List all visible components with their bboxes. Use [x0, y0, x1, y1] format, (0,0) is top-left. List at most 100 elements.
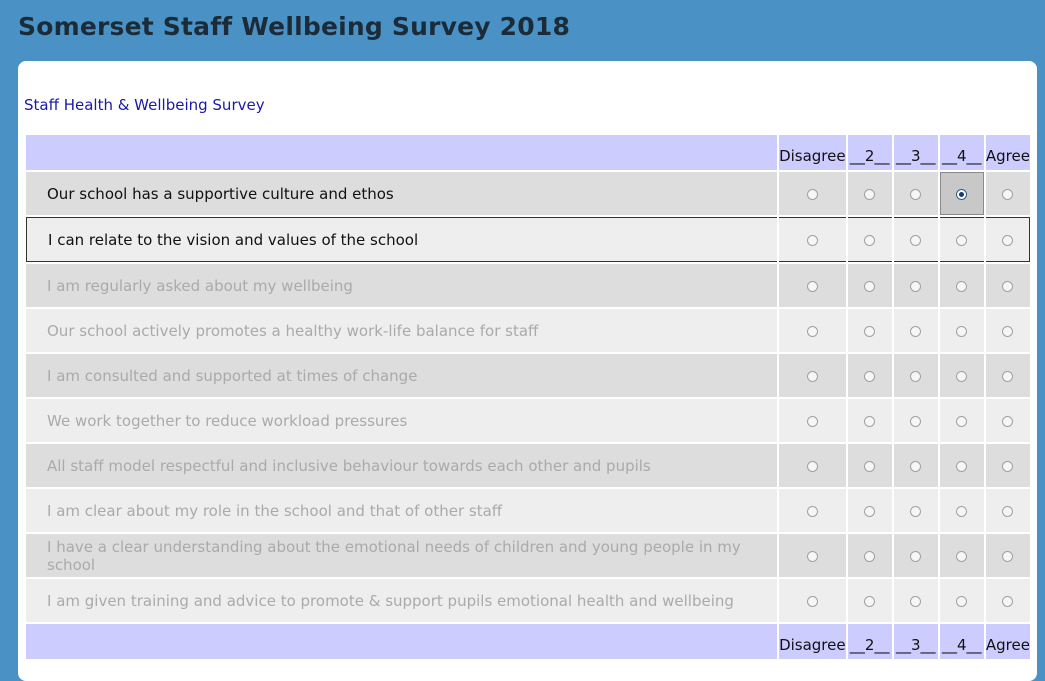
answer-radio[interactable] — [864, 460, 876, 472]
answer-cell[interactable] — [985, 309, 1030, 352]
answer-cell[interactable] — [939, 172, 984, 215]
answer-cell[interactable] — [985, 534, 1030, 577]
answer-radio[interactable] — [910, 325, 922, 337]
answer-cell[interactable] — [939, 354, 984, 397]
answer-radio[interactable] — [806, 234, 818, 246]
answer-cell[interactable] — [893, 534, 938, 577]
answer-radio[interactable] — [806, 280, 818, 292]
answer-radio[interactable] — [956, 595, 968, 607]
answer-cell[interactable] — [985, 172, 1030, 215]
answer-cell[interactable] — [847, 309, 892, 352]
answer-radio[interactable] — [864, 505, 876, 517]
answer-cell[interactable] — [985, 354, 1030, 397]
answer-cell[interactable] — [939, 489, 984, 532]
answer-radio[interactable] — [864, 550, 876, 562]
answer-radio[interactable] — [910, 595, 922, 607]
answer-radio[interactable] — [864, 234, 876, 246]
answer-cell[interactable] — [847, 534, 892, 577]
answer-cell[interactable] — [847, 264, 892, 307]
answer-radio[interactable] — [1002, 550, 1014, 562]
answer-radio[interactable] — [910, 505, 922, 517]
answer-cell[interactable] — [847, 399, 892, 442]
answer-radio[interactable] — [910, 370, 922, 382]
answer-radio[interactable] — [806, 188, 818, 200]
answer-radio[interactable] — [956, 325, 968, 337]
answer-cell[interactable] — [985, 579, 1030, 622]
answer-cell[interactable] — [939, 309, 984, 352]
answer-cell[interactable] — [779, 444, 846, 487]
answer-cell[interactable] — [893, 579, 938, 622]
answer-radio[interactable] — [864, 595, 876, 607]
answer-radio[interactable] — [864, 280, 876, 292]
answer-cell[interactable] — [779, 172, 846, 215]
answer-radio[interactable] — [1002, 325, 1014, 337]
answer-cell[interactable] — [847, 217, 892, 262]
answer-cell[interactable] — [779, 217, 846, 262]
answer-radio[interactable] — [806, 460, 818, 472]
answer-radio[interactable] — [864, 370, 876, 382]
answer-cell[interactable] — [939, 444, 984, 487]
answer-radio[interactable] — [1002, 280, 1014, 292]
answer-radio[interactable] — [806, 370, 818, 382]
answer-radio[interactable] — [956, 370, 968, 382]
answer-radio[interactable] — [1002, 595, 1014, 607]
answer-radio[interactable] — [910, 415, 922, 427]
answer-radio[interactable] — [956, 550, 968, 562]
answer-radio[interactable] — [956, 415, 968, 427]
answer-cell[interactable] — [893, 489, 938, 532]
answer-radio[interactable] — [1002, 415, 1014, 427]
answer-cell[interactable] — [893, 354, 938, 397]
answer-cell[interactable] — [847, 444, 892, 487]
answer-cell[interactable] — [939, 579, 984, 622]
answer-radio[interactable] — [910, 234, 922, 246]
answer-cell[interactable] — [939, 264, 984, 307]
answer-cell[interactable] — [985, 264, 1030, 307]
answer-radio[interactable] — [1002, 460, 1014, 472]
answer-cell[interactable] — [893, 172, 938, 215]
answer-radio[interactable] — [806, 550, 818, 562]
answer-cell[interactable] — [779, 489, 846, 532]
answer-cell[interactable] — [779, 354, 846, 397]
answer-cell[interactable] — [779, 399, 846, 442]
answer-cell[interactable] — [847, 172, 892, 215]
answer-radio[interactable] — [1001, 234, 1013, 246]
answer-radio[interactable] — [1002, 370, 1014, 382]
answer-cell[interactable] — [893, 399, 938, 442]
answer-radio[interactable] — [956, 280, 968, 292]
answer-radio[interactable] — [864, 415, 876, 427]
answer-radio[interactable] — [956, 188, 968, 200]
answer-cell[interactable] — [779, 309, 846, 352]
answer-cell[interactable] — [939, 534, 984, 577]
answer-cell[interactable] — [847, 579, 892, 622]
answer-radio[interactable] — [1002, 505, 1014, 517]
answer-cell[interactable] — [985, 444, 1030, 487]
answer-cell[interactable] — [893, 264, 938, 307]
answer-cell[interactable] — [779, 534, 846, 577]
answer-cell[interactable] — [985, 399, 1030, 442]
answer-radio[interactable] — [864, 188, 876, 200]
answer-radio[interactable] — [956, 234, 968, 246]
answer-radio[interactable] — [806, 325, 818, 337]
answer-radio[interactable] — [1002, 188, 1014, 200]
answer-radio[interactable] — [806, 415, 818, 427]
answer-cell[interactable] — [985, 489, 1030, 532]
answer-cell[interactable] — [779, 579, 846, 622]
answer-radio[interactable] — [910, 188, 922, 200]
answer-cell[interactable] — [847, 489, 892, 532]
answer-cell[interactable] — [893, 444, 938, 487]
answer-radio[interactable] — [910, 280, 922, 292]
answer-radio[interactable] — [956, 460, 968, 472]
answer-cell[interactable] — [985, 217, 1030, 262]
answer-radio[interactable] — [806, 595, 818, 607]
answer-radio[interactable] — [864, 325, 876, 337]
answer-cell[interactable] — [779, 264, 846, 307]
answer-cell[interactable] — [893, 217, 938, 262]
answer-cell[interactable] — [939, 217, 984, 262]
answer-cell[interactable] — [939, 399, 984, 442]
answer-radio[interactable] — [910, 550, 922, 562]
answer-radio[interactable] — [956, 505, 968, 517]
answer-radio[interactable] — [806, 505, 818, 517]
answer-radio[interactable] — [910, 460, 922, 472]
answer-cell[interactable] — [847, 354, 892, 397]
answer-cell[interactable] — [893, 309, 938, 352]
